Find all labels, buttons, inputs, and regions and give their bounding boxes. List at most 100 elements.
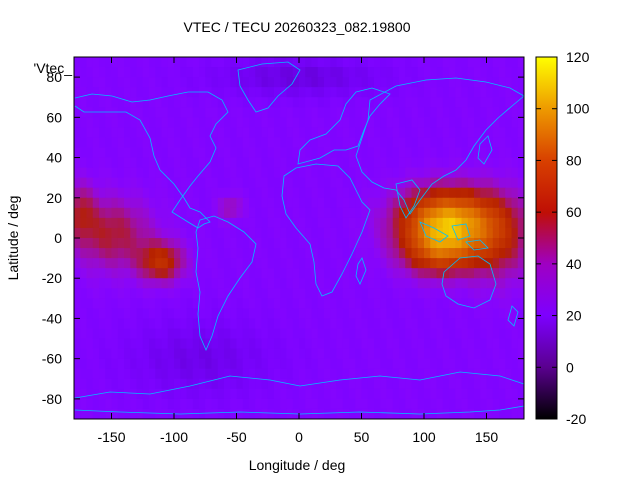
vtec-cell [117, 177, 125, 189]
vtec-cell [411, 137, 419, 149]
vtec-cell [330, 147, 338, 159]
vtec-cell [355, 207, 363, 219]
vtec-cell [99, 177, 106, 189]
vtec-cell [492, 338, 500, 350]
vtec-cell [380, 217, 388, 229]
vtec-cell [274, 248, 281, 259]
vtec-cell [261, 398, 269, 410]
vtec-cell [299, 207, 306, 219]
vtec-cell [74, 328, 81, 340]
vtec-cell [424, 368, 431, 380]
vtec-cell [174, 107, 181, 118]
vtec-cell [511, 348, 519, 360]
vtec-cell [399, 97, 406, 108]
vtec-cell [117, 338, 125, 350]
vtec-cell [111, 328, 119, 340]
vtec-cell [286, 308, 294, 320]
vtec-cell [149, 318, 156, 330]
vtec-cell [374, 157, 381, 169]
vtec-cell [399, 207, 406, 219]
vtec-cell [99, 398, 106, 410]
vtec-cell [361, 238, 369, 249]
vtec-cell [167, 117, 175, 128]
vtec-cell [499, 328, 506, 340]
vtec-cell [205, 328, 213, 340]
vtec-cell [74, 117, 81, 128]
vtec-cell [505, 167, 513, 179]
vtec-cell [486, 248, 494, 259]
vtec-cell [511, 167, 519, 179]
vtec-cell [367, 378, 375, 390]
vtec-cell [211, 87, 219, 98]
vtec-cell [124, 248, 131, 259]
vtec-cell [299, 187, 306, 199]
vtec-cell [374, 248, 381, 259]
vtec-cell [249, 217, 256, 229]
vtec-cell [274, 268, 281, 279]
vtec-cell [149, 278, 156, 289]
vtec-cell [311, 348, 319, 360]
vtec-cell [405, 248, 413, 259]
vtec-cell [142, 398, 150, 410]
vtec-cell [117, 207, 125, 219]
vtec-cell [417, 348, 425, 360]
vtec-cell [399, 308, 406, 320]
vtec-cell [342, 318, 350, 330]
vtec-cell [105, 77, 113, 88]
vtec-cell [499, 368, 506, 380]
vtec-cell [224, 187, 231, 199]
vtec-cell [161, 147, 169, 159]
vtec-cell [86, 67, 94, 78]
vtec-cell [224, 248, 231, 259]
vtec-cell [436, 388, 444, 400]
vtec-cell [117, 328, 125, 340]
vtec-cell [399, 408, 406, 419]
vtec-cell [242, 227, 250, 239]
vtec-cell [124, 348, 131, 360]
vtec-cell [492, 258, 500, 269]
vtec-cell [180, 207, 188, 219]
vtec-cell [111, 87, 119, 98]
vtec-cell [230, 227, 238, 239]
vtec-cell [205, 298, 213, 309]
vtec-cell [211, 57, 219, 68]
vtec-cell [442, 298, 450, 309]
vtec-cell [511, 398, 519, 410]
vtec-cell [86, 97, 94, 108]
vtec-cell [292, 398, 300, 410]
vtec-cell [330, 288, 338, 299]
vtec-cell [161, 57, 169, 68]
vtec-cell [461, 67, 469, 78]
vtec-cell [467, 97, 475, 108]
vtec-cell [217, 338, 225, 350]
vtec-cell [255, 57, 263, 68]
vtec-cell [242, 318, 250, 330]
vtec-cell [405, 408, 413, 419]
vtec-cell [342, 388, 350, 400]
vtec-cell [99, 127, 106, 139]
vtec-cell [80, 278, 88, 289]
vtec-cell [155, 107, 163, 118]
vtec-cell [124, 268, 131, 279]
vtec-cell [411, 338, 419, 350]
vtec-cell [186, 187, 194, 199]
vtec-cell [492, 298, 500, 309]
vtec-cell [80, 378, 88, 390]
vtec-cell [92, 87, 100, 98]
vtec-cell [249, 388, 256, 400]
vtec-cell [349, 97, 356, 108]
vtec-cell [236, 258, 244, 269]
vtec-cell [80, 77, 88, 88]
vtec-cell [155, 278, 163, 289]
vtec-cell [167, 147, 175, 159]
vtec-cell [92, 177, 100, 189]
vtec-cell [286, 398, 294, 410]
vtec-cell [167, 378, 175, 390]
vtec-cell [367, 137, 375, 149]
vtec-cell [130, 328, 138, 340]
vtec-cell [99, 187, 106, 199]
vtec-cell [149, 227, 156, 239]
vtec-cell [124, 378, 131, 390]
vtec-cell [274, 127, 281, 139]
vtec-cell [180, 137, 188, 149]
